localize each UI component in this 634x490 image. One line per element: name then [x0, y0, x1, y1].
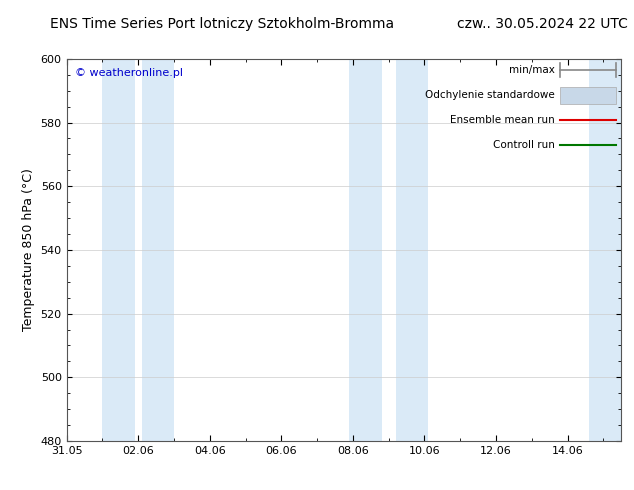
Bar [589, 59, 621, 441]
Text: ENS Time Series Port lotniczy Sztokholm-Bromma: ENS Time Series Port lotniczy Sztokholm-… [50, 17, 394, 31]
Bar [349, 59, 382, 441]
Bar [142, 59, 174, 441]
Text: © weatheronline.pl: © weatheronline.pl [75, 69, 183, 78]
Text: min/max: min/max [509, 65, 555, 75]
Text: Controll run: Controll run [493, 140, 555, 150]
Text: czw.. 30.05.2024 22 UTC: czw.. 30.05.2024 22 UTC [456, 17, 628, 31]
Y-axis label: Temperature 850 hPa (°C): Temperature 850 hPa (°C) [22, 169, 35, 331]
Text: Odchylenie standardowe: Odchylenie standardowe [425, 90, 555, 100]
FancyBboxPatch shape [560, 87, 616, 103]
Bar [396, 59, 428, 441]
Text: Ensemble mean run: Ensemble mean run [450, 115, 555, 125]
Bar [102, 59, 134, 441]
